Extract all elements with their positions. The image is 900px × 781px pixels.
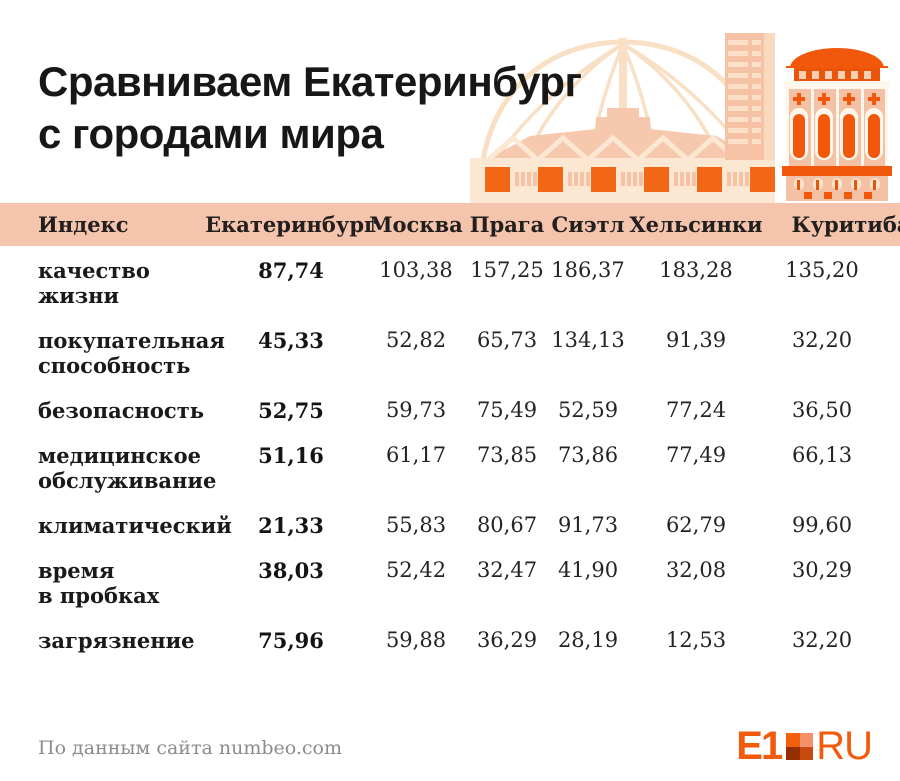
- cell-value: 52,42: [385, 558, 447, 582]
- row-label: медицинское обслуживание: [38, 443, 217, 493]
- cell-value: 186,37: [551, 258, 625, 282]
- cell-value: 36,50: [791, 398, 853, 422]
- cell-value: 134,13: [551, 328, 625, 352]
- row-label: время в пробках: [38, 558, 160, 608]
- cell-value: 51,16: [258, 443, 324, 468]
- row-label: безопасность: [38, 398, 204, 423]
- cell-value: 38,03: [258, 558, 324, 583]
- tower-building-icon: [725, 33, 775, 160]
- cell-value: 73,85: [476, 443, 538, 467]
- row-label: климатический: [38, 513, 232, 538]
- column-header-seattle: Сиэтл: [551, 212, 625, 237]
- page-title: Сравниваем Екатеринбург с городами мира: [38, 58, 582, 157]
- cell-value: 36,29: [476, 628, 538, 652]
- data-source-note: По данным сайта numbeo.com: [38, 737, 342, 759]
- column-header-prague: Прага: [469, 212, 545, 237]
- row-label: загрязнение: [38, 628, 195, 653]
- e1ru-logo: E1 RU: [736, 724, 873, 769]
- cell-value: 87,74: [258, 258, 324, 283]
- cell-value: 32,08: [665, 558, 727, 582]
- table-row: загрязнение 75,96 59,88 36,29 28,19 12,5…: [0, 628, 900, 653]
- cell-value: 21,33: [258, 513, 324, 538]
- column-header-helsinki: Хельсинки: [629, 212, 763, 237]
- row-label: качество жизни: [38, 258, 150, 308]
- cell-value: 45,33: [258, 328, 324, 353]
- cell-value: 66,13: [791, 443, 853, 467]
- city-skyline-illustration: [470, 33, 892, 203]
- cell-value: 157,25: [470, 258, 544, 282]
- table-row: безопасность 52,75 59,73 75,49 52,59 77,…: [0, 398, 900, 423]
- cell-value: 77,49: [665, 443, 727, 467]
- cell-value: 99,60: [791, 513, 853, 537]
- cell-value: 91,73: [557, 513, 619, 537]
- table-row: время в пробках 38,03 52,42 32,47 41,90 …: [0, 558, 900, 608]
- cell-value: 75,96: [258, 628, 324, 653]
- cell-value: 183,28: [659, 258, 733, 282]
- cell-value: 55,83: [385, 513, 447, 537]
- logo-ru-text: RU: [816, 724, 873, 768]
- logo-square-icon: [786, 733, 814, 760]
- logo-square-tl: [786, 733, 800, 747]
- cell-value: 80,67: [476, 513, 538, 537]
- column-header-curitiba: Куритиба: [791, 212, 900, 237]
- table-header-row: Индекс Екатеринбург Москва Прага Сиэтл Х…: [0, 203, 900, 246]
- cell-value: 75,49: [476, 398, 538, 422]
- column-header-moscow: Москва: [369, 212, 463, 237]
- logo-square-bl: [786, 746, 800, 760]
- cell-value: 30,29: [791, 558, 853, 582]
- table-row: качество жизни 87,74 103,38 157,25 186,3…: [0, 258, 900, 308]
- cell-value: 32,20: [791, 628, 853, 652]
- table-row: климатический 21,33 55,83 80,67 91,73 62…: [0, 513, 900, 538]
- cell-value: 52,59: [557, 398, 619, 422]
- cell-value: 62,79: [665, 513, 727, 537]
- cell-value: 59,88: [385, 628, 447, 652]
- cell-value: 28,19: [557, 628, 619, 652]
- column-header-yekaterinburg: Екатеринбург: [205, 212, 377, 237]
- logo-square-br: [799, 746, 814, 760]
- cell-value: 59,73: [385, 398, 447, 422]
- circus-building-icon: [470, 38, 775, 203]
- cell-value: 41,90: [557, 558, 619, 582]
- cell-value: 52,75: [258, 398, 324, 423]
- cell-value: 32,20: [791, 328, 853, 352]
- cell-value: 135,20: [785, 258, 859, 282]
- logo-e1-text: E1: [736, 724, 783, 768]
- cell-value: 77,24: [665, 398, 727, 422]
- column-header-index: Индекс: [38, 212, 129, 237]
- table-body: качество жизни 87,74 103,38 157,25 186,3…: [0, 246, 900, 673]
- cell-value: 103,38: [379, 258, 453, 282]
- table-row: медицинское обслуживание 51,16 61,17 73,…: [0, 443, 900, 493]
- cell-value: 12,53: [665, 628, 727, 652]
- cell-value: 32,47: [476, 558, 538, 582]
- cell-value: 65,73: [476, 328, 538, 352]
- sevastyanov-house-icon: [782, 48, 892, 201]
- cell-value: 91,39: [665, 328, 727, 352]
- cell-value: 52,82: [385, 328, 447, 352]
- logo-square-tr: [799, 733, 814, 747]
- row-label: покупательная способность: [38, 328, 225, 378]
- cell-value: 61,17: [385, 443, 447, 467]
- cell-value: 73,86: [557, 443, 619, 467]
- table-row: покупательная способность 45,33 52,82 65…: [0, 328, 900, 378]
